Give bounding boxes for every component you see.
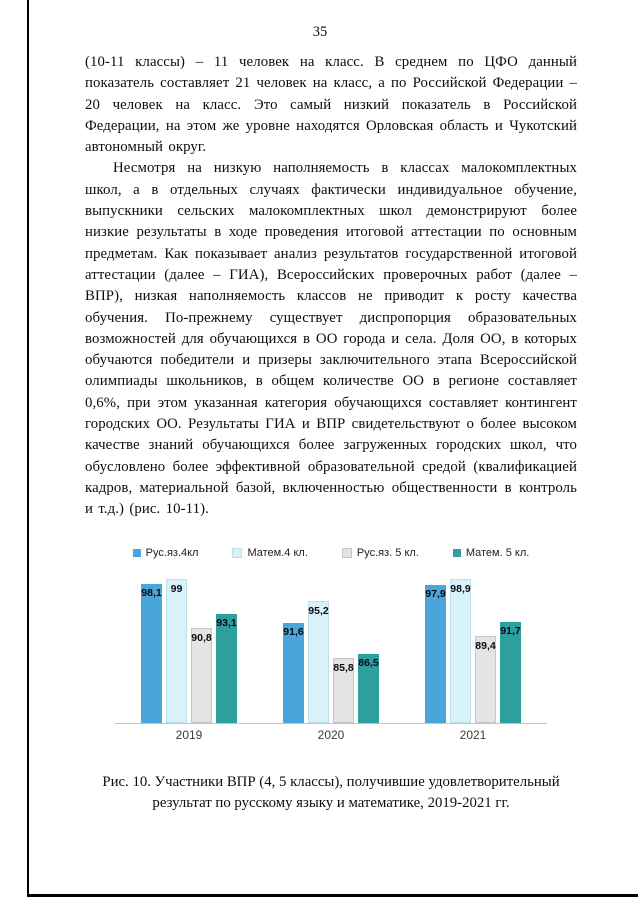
- scan-edge-bottom: [27, 894, 638, 897]
- bar-2021-series-3: 91,7: [500, 622, 521, 723]
- bar-value-label: 98,9: [450, 583, 471, 596]
- legend-label: Матем.4 кл.: [247, 546, 308, 559]
- legend-swatch-icon: [232, 547, 243, 558]
- bar-2021-series-0: 97,9: [425, 585, 446, 723]
- legend-label: Рус.яз. 5 кл.: [356, 546, 419, 559]
- bar-2020-series-2: 85,8: [333, 657, 354, 723]
- page-content: (10-11 классы) – 11 человек на класс. В …: [85, 52, 577, 814]
- bar-chart: Рус.яз.4кл Матем.4 кл. Рус.яз. 5 кл. Матем.…: [85, 547, 577, 742]
- x-axis-tick-label: 2020: [317, 727, 345, 742]
- bar-2019-series-3: 93,1: [216, 613, 237, 723]
- bar-2019-series-1: 99: [166, 578, 187, 723]
- bar-2019-series-2: 90,8: [191, 627, 212, 723]
- figure-caption: Рис. 10. Участники ВПР (4, 5 классы), по…: [102, 773, 560, 811]
- legend-label: Рус.яз.4кл: [145, 546, 199, 559]
- legend-item-0: Рус.яз.4кл: [132, 546, 199, 559]
- bar-value-label: 89,4: [475, 640, 496, 653]
- x-axis-labels: 2019 2020 2021: [85, 728, 577, 742]
- bar-value-label: 86,5: [358, 656, 379, 669]
- bar-2019-series-0: 98,1: [141, 583, 162, 723]
- x-axis-line: [115, 722, 547, 724]
- bar-value-label: 91,7: [500, 625, 521, 638]
- bar-value-label: 95,2: [308, 605, 329, 618]
- bar-group-2021: 97,9 98,9 89,4 91,7: [425, 579, 521, 723]
- chart-legend: Рус.яз.4кл Матем.4 кл. Рус.яз. 5 кл. Матем.…: [85, 547, 577, 559]
- bar-2020-series-1: 95,2: [308, 601, 329, 723]
- bar-2021-series-2: 89,4: [475, 636, 496, 723]
- chart-plot-area: 98,1 99 90,8 93,1 91,6 95,2 85,8 86,5 97,9 98,9 89…: [85, 573, 577, 724]
- legend-item-1: Матем.4 кл.: [232, 546, 308, 559]
- page-number: 35: [312, 24, 328, 40]
- bar-group-2019: 98,1 99 90,8 93,1: [141, 578, 237, 723]
- legend-swatch-icon: [452, 548, 461, 557]
- bar-2021-series-1: 98,9: [450, 579, 471, 723]
- bar-value-label: 93,1: [216, 616, 237, 629]
- legend-label: Матем. 5 кл.: [465, 546, 530, 559]
- x-axis-tick-label: 2019: [175, 727, 203, 742]
- scan-edge-left: [27, 0, 29, 897]
- legend-item-3: Матем. 5 кл.: [452, 546, 530, 559]
- bar-value-label: 91,6: [283, 625, 304, 638]
- x-axis-tick-label: 2021: [459, 727, 487, 742]
- body-paragraph-2: Несмотря на низкую наполняемость в класс…: [85, 160, 577, 518]
- legend-item-2: Рус.яз. 5 кл.: [341, 546, 419, 559]
- bar-value-label: 85,8: [333, 661, 354, 674]
- body-paragraph-1: (10-11 классы) – 11 человек на класс. В …: [85, 54, 577, 156]
- bar-value-label: 90,8: [191, 631, 212, 644]
- bar-value-label: 99: [170, 582, 183, 595]
- legend-swatch-icon: [132, 548, 141, 557]
- bar-value-label: 97,9: [425, 588, 446, 601]
- bar-2020-series-3: 86,5: [358, 653, 379, 723]
- legend-swatch-icon: [341, 547, 352, 558]
- bar-2020-series-0: 91,6: [283, 622, 304, 723]
- bar-value-label: 98,1: [141, 586, 162, 599]
- bar-group-2020: 91,6 95,2 85,8 86,5: [283, 601, 379, 723]
